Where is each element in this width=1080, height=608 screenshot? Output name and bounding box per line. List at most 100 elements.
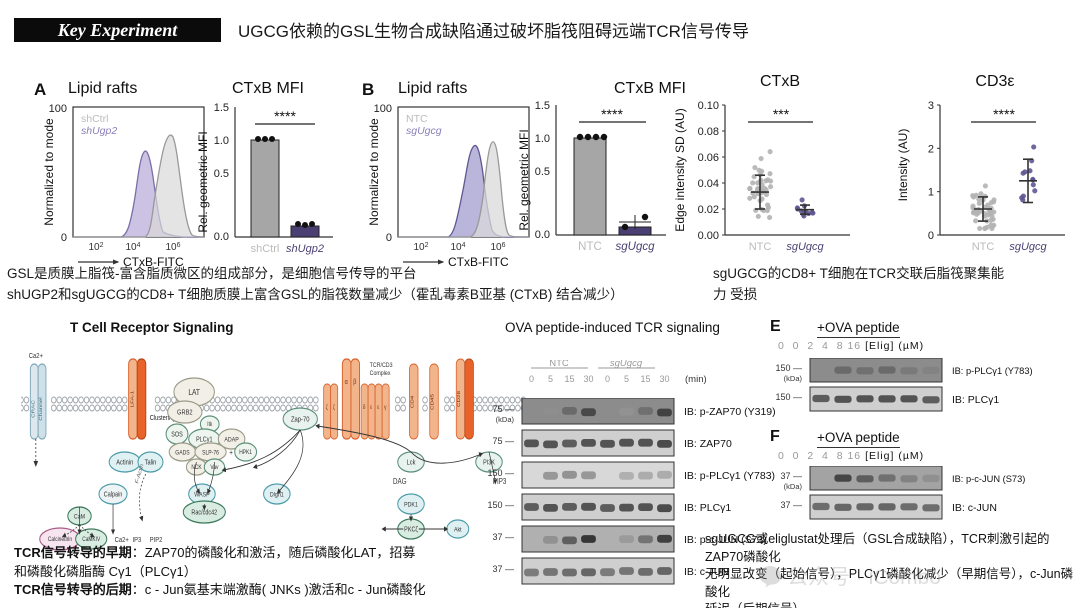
svg-text:α: α: [345, 378, 348, 386]
svg-text:ADAP: ADAP: [224, 436, 238, 444]
svg-text:Complex: Complex: [370, 369, 391, 377]
svg-text:β: β: [353, 378, 356, 386]
svg-text:104: 104: [450, 242, 465, 254]
svg-text:CaMKIV: CaMKIV: [82, 537, 100, 544]
svg-text:sgUgcg: sgUgcg: [615, 241, 655, 253]
svg-text:30: 30: [659, 374, 669, 384]
svg-text:(kDa): (kDa): [496, 415, 515, 424]
svg-text:WASP: WASP: [194, 491, 209, 499]
svg-text:HPK1: HPK1: [239, 450, 252, 457]
svg-text:0: 0: [605, 374, 610, 384]
svg-text:NCK: NCK: [191, 465, 202, 472]
svg-text:Rel. geometric MFI: Rel. geometric MFI: [517, 129, 531, 230]
svg-text:102: 102: [88, 242, 103, 254]
svg-text:Rel. geometric MFI: Rel. geometric MFI: [196, 131, 210, 232]
svg-text:0.06: 0.06: [698, 152, 719, 164]
svg-text:Intensity (AU): Intensity (AU): [896, 129, 910, 202]
svg-text:Channel: Channel: [39, 397, 44, 420]
svg-text:IB: p-c-JUN (S73): IB: p-c-JUN (S73): [952, 474, 1025, 484]
svg-text:Ca2+: Ca2+: [29, 352, 43, 360]
svg-text:sgUgcg: sgUgcg: [610, 360, 643, 369]
svg-text:NTC: NTC: [749, 241, 772, 253]
svg-text:***: ***: [773, 106, 790, 122]
svg-text:γ: γ: [384, 405, 387, 412]
svg-text:NTC: NTC: [578, 241, 602, 253]
svg-text:NTC: NTC: [549, 360, 569, 369]
svg-text:Calpain: Calpain: [104, 491, 123, 499]
svg-text:IB: p-PLCγ1 (Y783): IB: p-PLCγ1 (Y783): [684, 470, 775, 482]
svg-text:IB: PLCγ1: IB: PLCγ1: [952, 394, 999, 406]
svg-text:5: 5: [548, 374, 553, 384]
svg-text:sgUgcg: sgUgcg: [406, 125, 442, 137]
svg-text:δ: δ: [363, 405, 366, 412]
svg-text:37 —: 37 —: [492, 532, 514, 542]
svg-text:****: ****: [993, 106, 1015, 122]
svg-text:0: 0: [61, 232, 67, 244]
svg-text:106: 106: [165, 242, 180, 254]
svg-text:0: 0: [928, 230, 934, 242]
svg-text:0.04: 0.04: [698, 178, 719, 190]
svg-text:1.5: 1.5: [535, 100, 550, 112]
svg-text:Normalized to mode: Normalized to mode: [42, 118, 56, 226]
svg-text:NTC: NTC: [406, 113, 428, 125]
svg-text:Rac/cdc42: Rac/cdc42: [191, 509, 217, 517]
svg-text:100: 100: [374, 103, 392, 115]
svg-text:Lck: Lck: [407, 459, 416, 467]
svg-text:Actinin: Actinin: [116, 459, 133, 467]
svg-text:GADS: GADS: [175, 450, 189, 457]
svg-text:(kDa): (kDa): [784, 374, 803, 383]
svg-text:shUgp2: shUgp2: [286, 243, 324, 255]
svg-text:1.0: 1.0: [214, 135, 229, 147]
svg-text:IB: p-PLCγ1 (Y783): IB: p-PLCγ1 (Y783): [952, 366, 1033, 376]
svg-text:LFA-1: LFA-1: [130, 391, 135, 408]
svg-text:Akt: Akt: [454, 526, 462, 534]
svg-text:NTC: NTC: [972, 241, 995, 253]
svg-text:37 —: 37 —: [492, 564, 514, 574]
svg-text:+: +: [229, 448, 233, 457]
svg-text:150 —: 150 —: [487, 468, 514, 478]
svg-text:1: 1: [928, 187, 934, 199]
svg-text:PDK1: PDK1: [404, 501, 418, 509]
svg-text:Dlgh1: Dlgh1: [270, 491, 284, 499]
svg-text:0.0: 0.0: [535, 229, 550, 241]
svg-text:IB: p-ZAP70 (Y319): IB: p-ZAP70 (Y319): [684, 406, 776, 418]
svg-text:104: 104: [125, 242, 140, 254]
svg-text:TCR/CD3: TCR/CD3: [370, 361, 393, 369]
svg-text:GRB2: GRB2: [177, 409, 193, 417]
svg-text:0.08: 0.08: [698, 126, 719, 138]
svg-text:102: 102: [413, 242, 428, 254]
svg-text:0.0: 0.0: [214, 231, 229, 243]
svg-text:0.5: 0.5: [535, 166, 550, 178]
svg-text:100: 100: [49, 103, 67, 115]
svg-text:150 —: 150 —: [487, 500, 514, 510]
svg-text:2: 2: [928, 143, 934, 155]
svg-text:shUgp2: shUgp2: [81, 125, 117, 137]
svg-text:30: 30: [583, 374, 593, 384]
svg-text:Calcineurin: Calcineurin: [48, 537, 72, 544]
svg-text:Itk: Itk: [207, 422, 212, 429]
svg-text:Zap-70: Zap-70: [291, 416, 310, 424]
svg-text:SLP-76: SLP-76: [202, 450, 219, 457]
svg-text:IB: c-JUN: IB: c-JUN: [952, 502, 997, 514]
svg-text:****: ****: [274, 108, 296, 124]
svg-text:15: 15: [564, 374, 574, 384]
svg-text:150 —: 150 —: [775, 363, 802, 373]
svg-text:shCtrl: shCtrl: [251, 243, 280, 255]
svg-text:DAG: DAG: [393, 477, 407, 486]
svg-text:0.10: 0.10: [698, 100, 719, 112]
svg-text:SOS: SOS: [171, 431, 183, 439]
svg-text:0.02: 0.02: [698, 204, 719, 216]
svg-text:Edge intensity SD (AU): Edge intensity SD (AU): [673, 108, 687, 231]
svg-text:****: ****: [601, 106, 623, 122]
svg-text:CD4: CD4: [410, 396, 415, 409]
svg-text:IB: p-c-JUN (S73): IB: p-c-JUN (S73): [684, 534, 767, 546]
svg-text:(min): (min): [685, 374, 707, 385]
svg-text:75 —: 75 —: [492, 436, 514, 446]
svg-text:IB: c-JUN: IB: c-JUN: [684, 566, 729, 578]
svg-text:sgUgcg: sgUgcg: [1009, 241, 1047, 253]
svg-text:IB: ZAP70: IB: ZAP70: [684, 438, 732, 450]
svg-text:shCtrl: shCtrl: [81, 113, 108, 125]
svg-text:IB: PLCγ1: IB: PLCγ1: [684, 502, 731, 514]
svg-text:0.5: 0.5: [214, 168, 229, 180]
svg-text:LAT: LAT: [188, 387, 200, 397]
